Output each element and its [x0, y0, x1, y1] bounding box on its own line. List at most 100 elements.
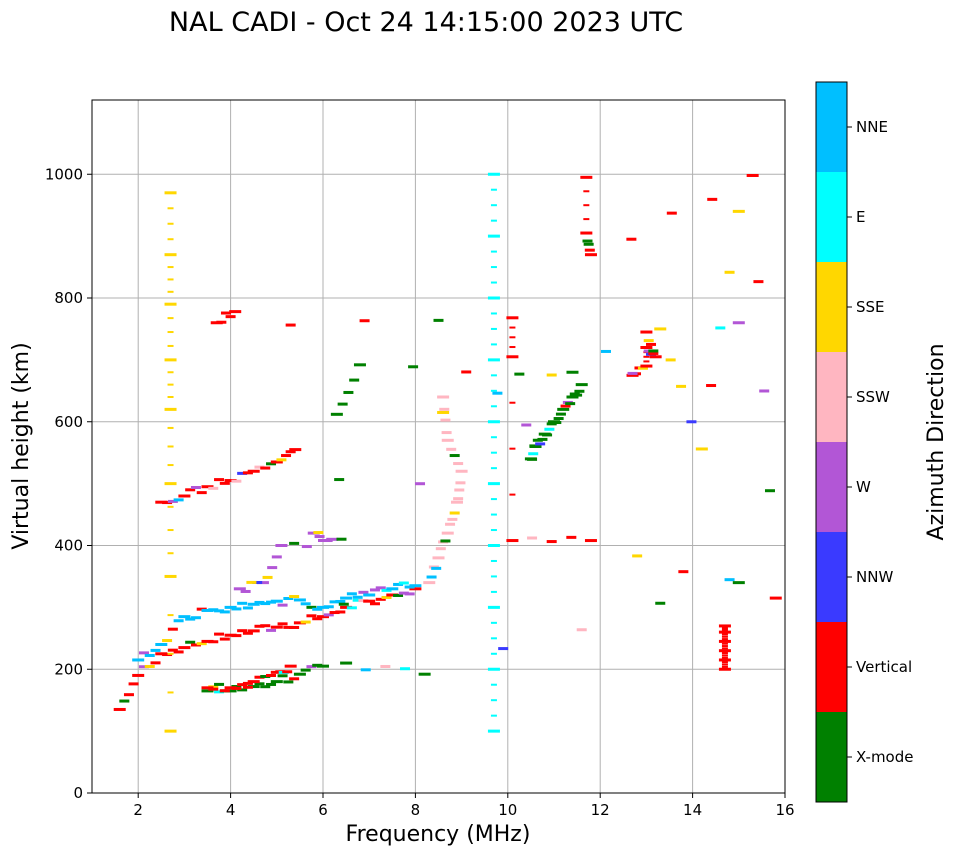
- data-point: [514, 372, 525, 376]
- data-point: [317, 605, 329, 609]
- data-point: [649, 355, 662, 359]
- data-point: [583, 218, 590, 221]
- data-point: [254, 600, 265, 604]
- y-axis-label: Virtual height (km): [9, 342, 34, 549]
- data-point: [240, 589, 251, 593]
- data-point: [214, 632, 225, 636]
- x-tick-label: 16: [775, 801, 794, 819]
- data-point: [132, 673, 145, 677]
- data-point: [208, 640, 219, 644]
- data-point: [487, 605, 500, 609]
- data-point: [233, 587, 246, 591]
- data-point: [237, 688, 248, 692]
- data-point: [404, 592, 415, 596]
- data-point: [283, 680, 294, 684]
- data-point: [293, 672, 306, 676]
- data-point: [453, 497, 464, 501]
- colorbar-label: Azimuth Direction: [924, 343, 949, 540]
- data-point: [439, 407, 450, 411]
- data-point: [190, 616, 201, 620]
- data-point: [640, 346, 653, 349]
- y-tick-label: 800: [54, 289, 83, 307]
- data-point: [346, 606, 357, 610]
- data-point: [398, 591, 409, 595]
- colorbar-segment: [816, 352, 847, 442]
- data-point: [626, 373, 639, 377]
- data-point: [646, 342, 657, 346]
- data-point: [260, 466, 271, 470]
- data-point: [155, 643, 168, 646]
- data-point: [260, 624, 271, 628]
- data-point: [487, 234, 500, 238]
- data-point: [574, 389, 585, 393]
- data-point: [487, 667, 500, 671]
- data-point: [167, 552, 174, 555]
- data-point: [300, 602, 311, 606]
- data-point: [450, 500, 463, 504]
- data-point: [254, 675, 265, 679]
- data-point: [289, 625, 300, 629]
- data-point: [285, 450, 296, 454]
- data-point: [440, 539, 451, 543]
- data-point: [285, 323, 296, 327]
- data-point: [162, 639, 173, 643]
- data-point: [334, 478, 345, 482]
- data-point: [284, 664, 297, 668]
- data-point: [369, 588, 380, 592]
- data-point: [167, 238, 174, 241]
- data-point: [178, 646, 191, 650]
- data-point: [746, 173, 759, 177]
- y-tick-label: 600: [54, 413, 83, 431]
- data-point: [164, 191, 177, 195]
- data-point: [260, 675, 271, 679]
- data-point: [353, 363, 366, 367]
- data-point: [426, 575, 437, 579]
- data-point: [490, 204, 497, 207]
- colorbar-frame: [815, 81, 848, 803]
- data-point: [706, 384, 717, 388]
- data-point: [262, 575, 273, 579]
- data-point: [216, 320, 227, 324]
- data-point: [178, 615, 191, 619]
- data-point: [336, 537, 347, 541]
- data-point: [167, 290, 174, 293]
- data-point: [666, 211, 677, 215]
- data-point: [408, 365, 419, 369]
- data-point: [266, 682, 277, 686]
- data-point: [167, 691, 174, 694]
- data-point: [721, 629, 728, 632]
- data-point: [247, 629, 260, 633]
- data-point: [490, 250, 497, 253]
- colorbar-tick-label: W: [856, 478, 871, 496]
- data-point: [247, 469, 260, 473]
- data-point: [201, 686, 214, 690]
- data-point: [490, 559, 497, 562]
- data-point: [283, 625, 294, 629]
- data-point: [521, 423, 532, 427]
- data-point: [224, 689, 237, 693]
- data-point: [313, 531, 324, 535]
- data-point: [173, 498, 184, 502]
- data-point: [461, 370, 472, 374]
- plot-area: 2 4 6 8 10 12 14 16 0 200 400 600 800 1000: [45, 99, 795, 819]
- data-point: [678, 570, 689, 574]
- data-point: [665, 358, 676, 362]
- data-point: [119, 699, 130, 703]
- data-point: [490, 374, 497, 377]
- data-point: [490, 637, 497, 640]
- data-point: [340, 596, 353, 600]
- data-point: [306, 614, 317, 618]
- data-point: [490, 699, 497, 702]
- data-point: [721, 647, 728, 650]
- data-point: [329, 600, 340, 604]
- data-point: [359, 319, 370, 323]
- data-point: [224, 686, 237, 690]
- data-point: [553, 417, 564, 421]
- data-point: [335, 599, 346, 603]
- data-point: [220, 311, 231, 315]
- data-point: [260, 685, 271, 689]
- data-point: [338, 602, 349, 606]
- data-point: [271, 555, 282, 559]
- data-point: [208, 486, 219, 490]
